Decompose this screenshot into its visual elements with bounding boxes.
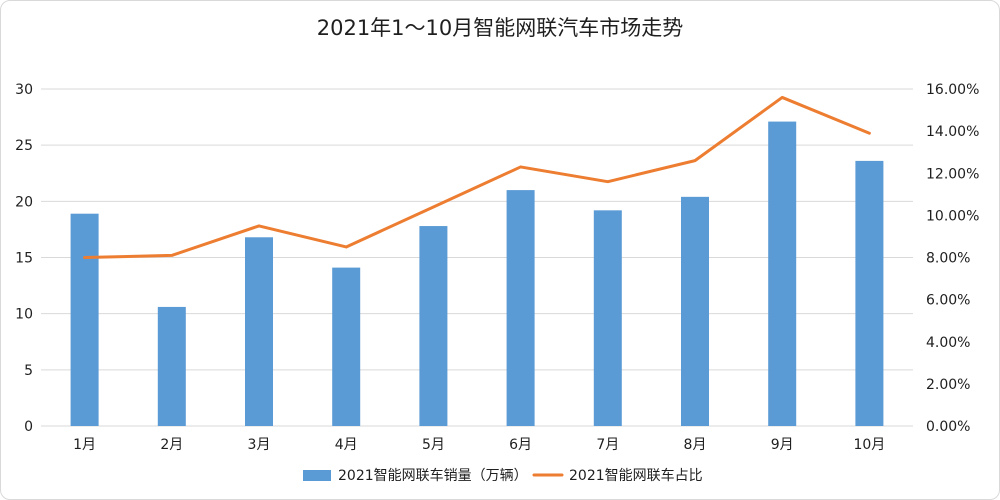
right-axis-tick-label: 14.00% <box>926 124 979 140</box>
sales-bar <box>506 190 535 426</box>
bar-series <box>70 121 884 427</box>
x-axis-tick-label: 1月 <box>73 437 96 453</box>
right-axis-tick-label: 10.00% <box>926 208 979 224</box>
left-axis-tick-label: 5 <box>24 363 33 379</box>
right-axis-tick-label: 8.00% <box>926 251 970 267</box>
sales-bar <box>245 237 273 426</box>
left-axis-tick-label: 25 <box>15 138 33 154</box>
right-axis-tick-label: 16.00% <box>926 82 979 98</box>
x-axis-tick-label: 8月 <box>684 437 707 453</box>
legend: 2021智能网联车销量（万辆） 2021智能网联车占比 <box>303 467 703 484</box>
right-axis-tick-label: 6.00% <box>926 293 970 309</box>
sales-bar <box>157 306 186 426</box>
x-axis-tick-label: 3月 <box>248 437 271 453</box>
sales-bar <box>768 121 797 427</box>
left-axis-tick-label: 10 <box>15 307 33 323</box>
left-axis-tick-label: 30 <box>15 82 33 98</box>
right-axis-tick-label: 2.00% <box>926 377 970 393</box>
x-axis-tick-label: 10月 <box>853 437 885 453</box>
sales-bar <box>681 196 709 426</box>
left-axis-tick-label: 15 <box>15 251 33 267</box>
share-line <box>83 95 871 259</box>
sales-bar <box>855 160 884 427</box>
legend-line-label: 2021智能网联车占比 <box>569 467 703 484</box>
sales-bar <box>332 267 361 426</box>
chart-title: 2021年1～10月智能网联汽车市场走势 <box>317 16 684 40</box>
left-axis-tick-label: 0 <box>24 419 33 435</box>
x-axis-tick-label: 5月 <box>422 437 445 453</box>
legend-bar-label: 2021智能网联车销量（万辆） <box>338 467 528 484</box>
right-axis-tick-label: 4.00% <box>926 335 970 351</box>
left-axis-tick-label: 20 <box>15 194 33 210</box>
x-axis-tick-label: 2月 <box>160 437 183 453</box>
x-axis-tick-label: 6月 <box>509 437 532 453</box>
x-axis-tick-label: 4月 <box>335 437 358 453</box>
right-axis-tick-label: 0.00% <box>926 419 970 435</box>
legend-bar-swatch <box>303 470 331 481</box>
x-axis-tick-label: 9月 <box>771 437 794 453</box>
right-axis-tick-label: 12.00% <box>926 166 979 182</box>
x-axis-tick-label: 7月 <box>596 437 619 453</box>
sales-bar <box>419 226 448 426</box>
sales-bar <box>70 213 99 426</box>
line-series <box>83 95 871 259</box>
axes: 0 5 10 15 20 25 30 0.00% 2.00% 4.00% 6.00% 8.00% 10.… <box>15 82 979 453</box>
gridlines <box>41 88 913 427</box>
sales-bar <box>593 210 622 426</box>
